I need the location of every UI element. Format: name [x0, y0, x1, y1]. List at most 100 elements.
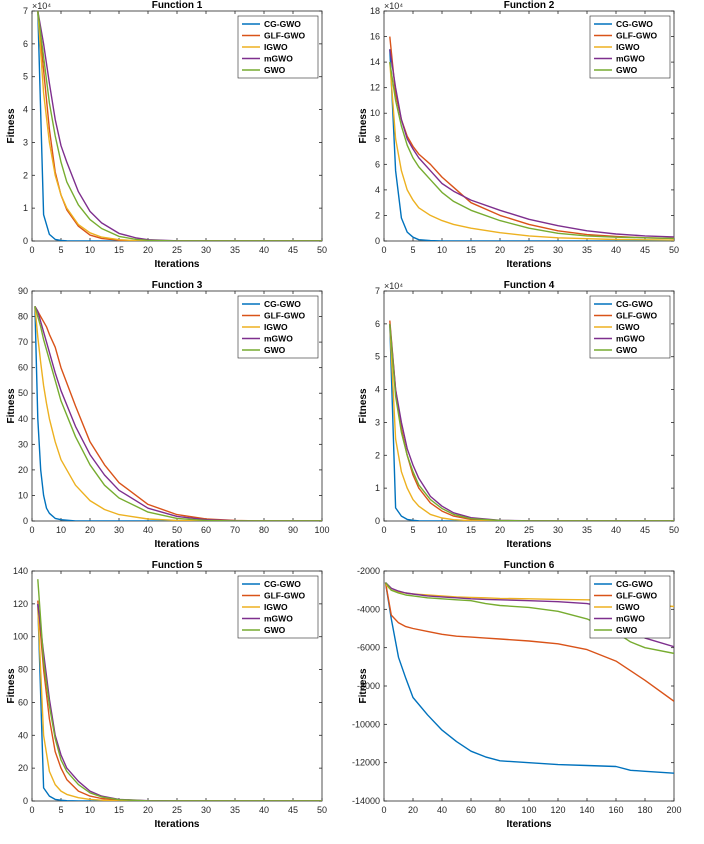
x-tick-label: 40 — [259, 805, 269, 815]
x-tick-label: 20 — [495, 525, 505, 535]
x-tick-label: 5 — [410, 525, 415, 535]
y-tick-label: 4 — [375, 185, 380, 195]
series-line-igwo — [34, 306, 322, 521]
x-axis-label: Iterations — [154, 259, 199, 270]
y-tick-label: 0 — [23, 236, 28, 246]
legend-label: mGWO — [264, 334, 293, 344]
x-tick-label: 30 — [553, 245, 563, 255]
chart-title: Function 4 — [504, 280, 555, 291]
legend-label: GLF-GWO — [616, 591, 657, 601]
x-tick-label: 40 — [259, 245, 269, 255]
x-tick-label: 45 — [288, 245, 298, 255]
y-axis-label: Fitness — [358, 388, 369, 423]
x-axis-label: Iterations — [506, 819, 551, 830]
x-tick-label: 30 — [201, 245, 211, 255]
legend-label: IGWO — [616, 322, 640, 332]
x-tick-label: 15 — [466, 245, 476, 255]
legend-label: GLF-GWO — [264, 31, 305, 41]
series-line-mgwo — [389, 49, 674, 238]
y-tick-label: 7 — [23, 6, 28, 16]
x-tick-label: 45 — [288, 805, 298, 815]
legend-box — [237, 295, 319, 359]
y-tick-label: 5 — [375, 352, 380, 362]
series-line-igwo — [389, 323, 674, 521]
x-tick-label: 0 — [381, 245, 386, 255]
y-tick-label: 2 — [375, 450, 380, 460]
y-tick-label: 10 — [370, 108, 380, 118]
x-tick-label: 50 — [317, 245, 327, 255]
chart-function-3: 0 10 20 30 40 50 60 70 80 90 100 0 10 20 30 40 50 60 70 80 9… — [0, 280, 352, 560]
y-tick-label: -4000 — [357, 604, 380, 614]
legend-label: mGWO — [264, 54, 293, 64]
y-tick-label: 16 — [370, 32, 380, 42]
legend-label: mGWO — [616, 334, 645, 344]
x-tick-label: 25 — [172, 805, 182, 815]
x-axis-label: Iterations — [154, 819, 199, 830]
series-line-cg-gwo — [34, 306, 322, 521]
series-line-cg-gwo — [384, 582, 674, 774]
legend-label: GLF-GWO — [616, 31, 657, 41]
y-tick-label: -10000 — [352, 719, 380, 729]
y-tick-label: 6 — [23, 39, 28, 49]
legend-label: GLF-GWO — [616, 311, 657, 321]
x-tick-label: 20 — [143, 805, 153, 815]
series-line-gwo — [37, 11, 322, 241]
y-tick-label: 20 — [18, 763, 28, 773]
y-tick-label: 120 — [13, 599, 28, 609]
x-tick-label: 0 — [381, 525, 386, 535]
y-tick-label: 2 — [375, 210, 380, 220]
x-tick-label: 30 — [114, 525, 124, 535]
x-tick-label: 60 — [201, 525, 211, 535]
y-tick-label: 10 — [18, 490, 28, 500]
x-tick-label: 35 — [582, 245, 592, 255]
legend-label: CG-GWO — [616, 299, 653, 309]
chart-function-1: 0 5 10 15 20 25 30 35 40 45 50 0 1 2 3 4 5 6 7 ×10⁴ Function… — [0, 0, 352, 280]
y-tick-label: 0 — [375, 236, 380, 246]
x-tick-label: 30 — [201, 805, 211, 815]
legend-label: mGWO — [616, 54, 645, 64]
y-tick-label: 18 — [370, 6, 380, 16]
y-tick-label: 20 — [18, 465, 28, 475]
series-line-cg-gwo — [389, 323, 674, 521]
x-tick-label: 200 — [666, 805, 681, 815]
legend-label: IGWO — [264, 322, 288, 332]
y-tick-label: 4 — [23, 105, 28, 115]
y-axis-label: Fitness — [6, 108, 17, 143]
y-tick-label: 100 — [13, 632, 28, 642]
chart-title: Function 2 — [504, 0, 555, 11]
y-tick-label: 40 — [18, 414, 28, 424]
x-tick-label: 50 — [669, 525, 679, 535]
series-line-cg-gwo — [389, 49, 674, 241]
legend-label: CG-GWO — [616, 19, 653, 29]
legend-label: GLF-GWO — [264, 311, 305, 321]
legend-label: mGWO — [616, 614, 645, 624]
x-tick-label: 10 — [437, 525, 447, 535]
y-tick-label: 40 — [18, 730, 28, 740]
y-axis-label: Fitness — [6, 668, 17, 703]
legend-label: CG-GWO — [264, 19, 301, 29]
x-tick-label: 80 — [495, 805, 505, 815]
series-line-glf-gwo — [37, 11, 322, 241]
x-tick-label: 45 — [640, 245, 650, 255]
series-line-gwo — [34, 306, 322, 521]
y-tick-label: 14 — [370, 57, 380, 67]
x-tick-label: 160 — [608, 805, 623, 815]
x-tick-label: 70 — [230, 525, 240, 535]
legend-label: GWO — [264, 625, 286, 635]
x-tick-label: 20 — [408, 805, 418, 815]
legend-label: GWO — [264, 345, 286, 355]
x-tick-label: 90 — [288, 525, 298, 535]
chart-function-6: 0 20 40 60 80 100 120 140 160 180 200 -14000 -12000 -… — [352, 560, 704, 839]
y-tick-label: 30 — [18, 439, 28, 449]
chart-svg: 0 5 10 15 20 25 30 35 40 45 50 0 2 4 6 8 10 12 14 16 18 ×10⁴ F… — [358, 0, 679, 270]
y-tick-label: 1 — [375, 483, 380, 493]
x-tick-label: 5 — [410, 245, 415, 255]
chart-svg: 0 20 40 60 80 100 120 140 160 180 200 -14000 -12000 -… — [352, 560, 682, 830]
y-tick-label: 7 — [375, 286, 380, 296]
x-axis-label: Iterations — [154, 539, 199, 550]
y-tick-label: -12000 — [352, 758, 380, 768]
y-tick-label: -14000 — [352, 796, 380, 806]
x-tick-label: 10 — [56, 525, 66, 535]
x-tick-label: 20 — [143, 245, 153, 255]
